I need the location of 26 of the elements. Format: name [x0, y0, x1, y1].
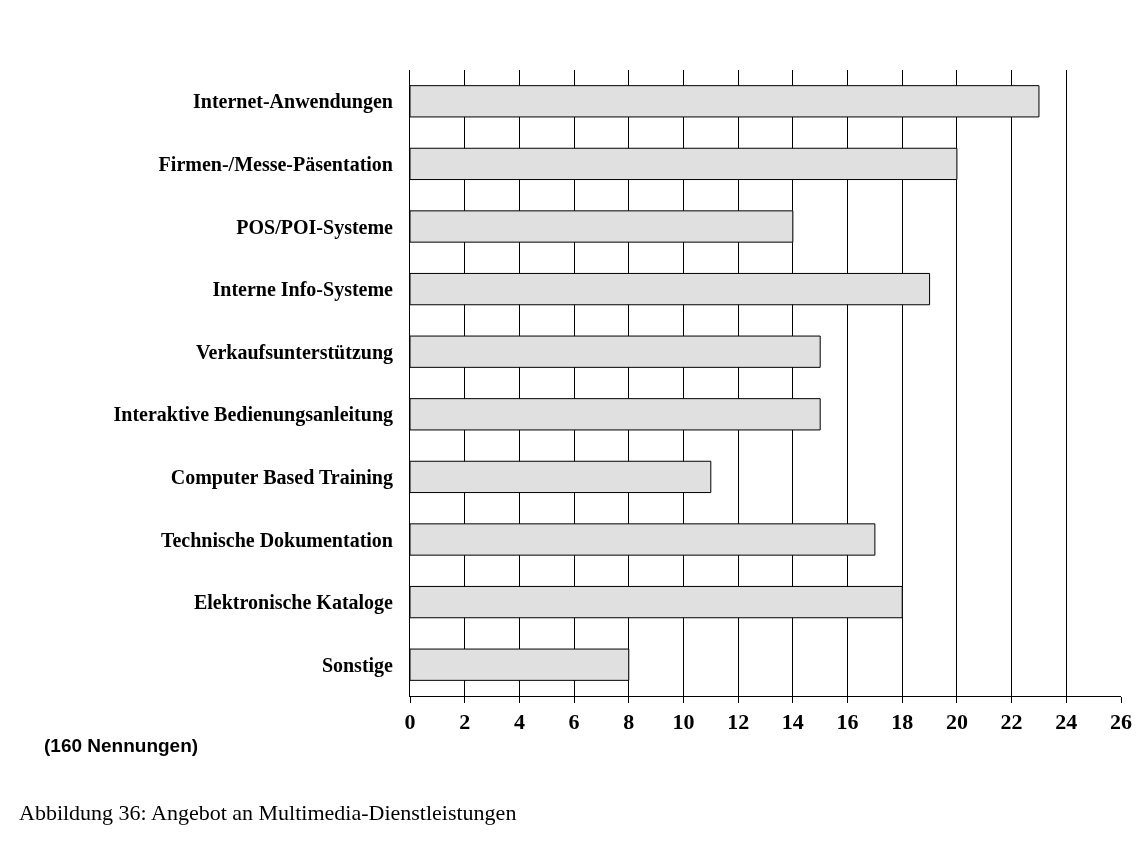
x-tick-label: 22 [1000, 709, 1023, 735]
y-tick-label: Verkaufsunterstützung [195, 340, 393, 364]
y-tick-label: Sonstige [321, 653, 394, 677]
x-tick-label: 26 [1110, 709, 1132, 735]
y-tick-label: POS/POI-Systeme [236, 215, 394, 239]
x-tick-label: 6 [568, 709, 580, 735]
y-tick-label: Interne Info-Systeme [212, 278, 394, 302]
text: Abbildung 36: Angebot an Multimedia-Dienstleistungen [19, 800, 517, 825]
x-tick-label: 20 [945, 709, 968, 735]
y-tick-label: Interaktive Bedienungsanleitung [113, 403, 393, 427]
x-tick-label: 18 [891, 709, 914, 735]
text: (160 Nennungen) [44, 735, 199, 756]
x-tick-label: 8 [623, 709, 635, 735]
x-tick-label: 14 [781, 709, 804, 735]
y-tick-label: Computer Based Training [170, 465, 393, 489]
x-tick-label: 0 [404, 709, 416, 735]
x-tick-label: 12 [727, 709, 750, 735]
x-tick-label: 10 [672, 709, 695, 735]
y-tick-label: Elektronische Kataloge [193, 591, 394, 615]
x-tick-label: 16 [836, 709, 859, 735]
x-tick-label: 4 [513, 709, 525, 735]
y-tick-label: Internet-Anwendungen [192, 90, 393, 114]
y-tick-label: Firmen-/Messe-Päsentation [158, 152, 393, 175]
y-tick-label: Technische Dokumentation [160, 528, 393, 551]
x-tick-label: 24 [1055, 709, 1078, 735]
x-tick-label: 2 [459, 709, 471, 735]
